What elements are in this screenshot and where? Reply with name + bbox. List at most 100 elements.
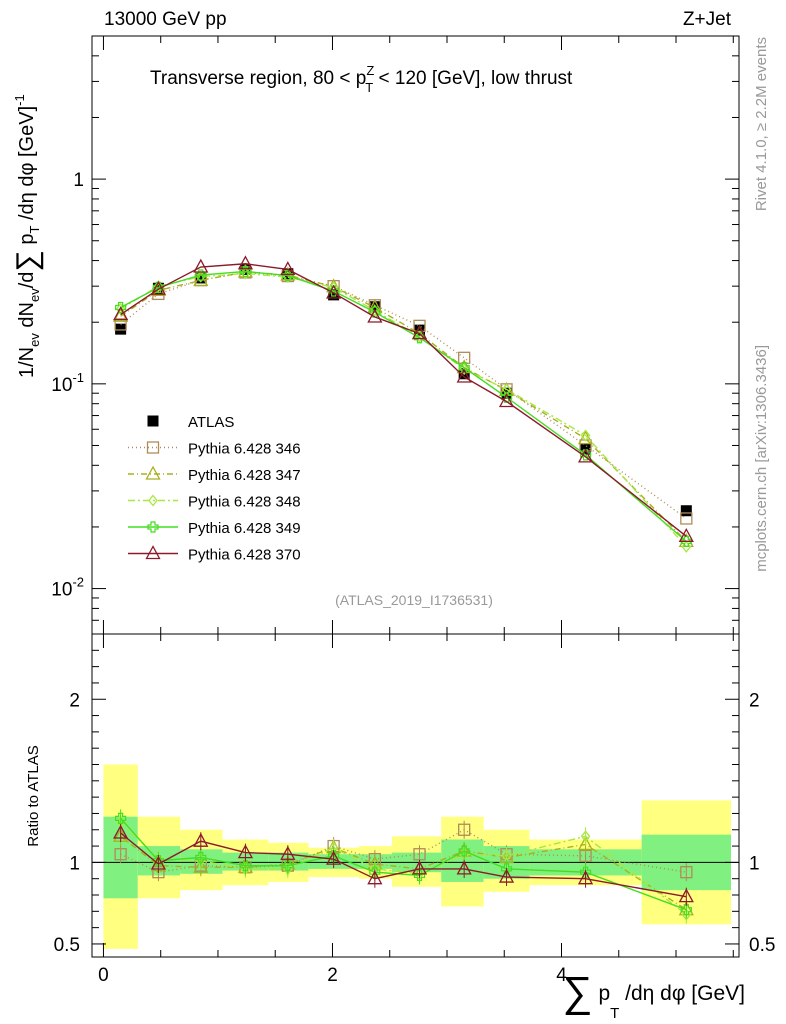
xlabel-sum: ∑ — [563, 968, 593, 1015]
marker-triangle — [193, 272, 209, 287]
ratio-ytick-2-left: 2 — [69, 690, 80, 711]
marker-diamond — [153, 280, 164, 293]
marker-triangle — [145, 465, 161, 480]
marker-square — [680, 512, 693, 525]
legend-entry: Pythia 6.428 348 — [128, 494, 301, 511]
marker-triangle — [577, 448, 594, 463]
marker-square — [195, 272, 207, 284]
marker-triangle — [367, 870, 383, 885]
marker-triangle — [113, 824, 129, 839]
ytick-label-0.01-base: 10 — [51, 580, 72, 601]
ylabel-sum: ∑ — [11, 250, 44, 271]
marker-triangle — [326, 850, 342, 865]
ylabel-d: p — [16, 234, 38, 251]
marker-triangle — [280, 261, 296, 276]
ratio-ylabel: Ratio to ATLAS — [25, 745, 42, 846]
marker-cross — [680, 904, 692, 916]
marker-triangle — [411, 325, 428, 340]
header-left: 13000 GeV pp — [104, 9, 227, 30]
xtick-label-0: 0 — [98, 965, 109, 986]
title-part-b: < 120 [GeV], low thrust — [373, 68, 573, 89]
marker-square — [282, 268, 294, 280]
marker-cross — [239, 265, 252, 278]
ratio-line — [120, 817, 687, 911]
main-ylabel: 1/Nev dNev/d∑ pT /dη dφ [GeV]-1 — [11, 94, 44, 378]
mcplots-label: mcplots.cern.ch [arXiv:1306.3436] — [753, 345, 770, 572]
marker-triangle — [456, 860, 472, 875]
ratio-ytick-1-right: 1 — [749, 853, 760, 874]
marker-square — [413, 848, 426, 861]
marker-triangle — [577, 836, 594, 851]
marker-square — [458, 823, 471, 836]
marker-triangle — [145, 545, 161, 560]
marker-square — [680, 505, 692, 517]
marker-triangle — [193, 858, 209, 873]
ytick-label-0.1-base: 10 — [51, 375, 72, 396]
marker-triangle — [326, 284, 342, 299]
marker-cross — [147, 521, 159, 533]
marker-cross — [195, 269, 207, 281]
legend-label: Pythia 6.428 348 — [188, 494, 301, 511]
marker-triangle — [367, 308, 383, 323]
ytick-label-1: 1 — [73, 170, 84, 191]
marker-triangle — [498, 393, 515, 408]
marker-cross — [239, 860, 252, 872]
marker-triangle — [678, 527, 694, 542]
marker-triangle — [237, 255, 254, 270]
marker-triangle — [237, 844, 254, 859]
marker-cross — [115, 812, 127, 824]
marker-diamond — [459, 363, 470, 376]
marker-cross — [282, 860, 294, 872]
legend-entry: Pythia 6.428 370 — [128, 545, 301, 564]
marker-square — [146, 441, 160, 454]
marker-diamond — [414, 330, 425, 343]
marker-cross — [458, 845, 470, 857]
series-pythia-6-428-370 — [113, 255, 694, 542]
ratio-pythia-6-428-370 — [113, 824, 694, 906]
marker-diamond — [148, 494, 158, 507]
marker-square — [414, 324, 426, 336]
ratio-line — [120, 832, 687, 898]
ytick-label-0.1-exp: -1 — [72, 370, 84, 385]
ytick-label-0.1: 10-1 — [51, 370, 84, 396]
ratio-ytick-2-right: 2 — [749, 690, 760, 711]
main-panel: Transverse region, 80 < pZ T < 120 [GeV],… — [11, 35, 740, 635]
legend-label: Pythia 6.428 346 — [188, 441, 301, 458]
ratio-series — [113, 809, 694, 924]
marker-cross — [195, 851, 207, 864]
marker-diamond — [681, 908, 692, 921]
ytick-label-0.01: 10-2 — [51, 575, 84, 601]
legend-entry: Pythia 6.428 349 — [128, 520, 301, 537]
marker-triangle — [193, 832, 209, 847]
ratio-panel: Ratio to ATLAS 2 1 0.5 2 1 0.5 0 2 4 ∑ p… — [25, 633, 775, 1022]
main-title: Transverse region, 80 < pZ T < 120 [GeV],… — [150, 63, 573, 95]
ylabel-a: 1/N — [16, 347, 38, 378]
marker-cross — [152, 855, 165, 867]
legend-label: Pythia 6.428 347 — [188, 467, 301, 484]
marker-diamond — [580, 830, 591, 843]
ylabel-sup: -1 — [12, 94, 27, 106]
legend-label: Pythia 6.428 370 — [188, 547, 301, 564]
ratio-xlabel: ∑ pT /dη dφ [GeV] — [563, 968, 745, 1022]
ratio-bands — [103, 764, 731, 949]
xtick-label-2: 2 — [327, 965, 338, 986]
ratio-line — [120, 821, 687, 916]
series-line — [120, 271, 687, 542]
legend-entry: Pythia 6.428 346 — [128, 441, 301, 458]
series-pythia-6-428-346 — [114, 266, 693, 525]
marker-triangle — [678, 888, 694, 903]
ratio-ticks — [92, 634, 739, 957]
legend-entry: ATLAS — [147, 414, 234, 431]
legend: ATLAS Pythia 6.428 346 Pythia 6.428 347 Pyt… — [128, 414, 301, 564]
ylabel-e: /dη dφ [GeV] — [16, 106, 38, 226]
marker-diamond — [681, 540, 692, 553]
marker-diamond — [580, 429, 591, 442]
legend-entry: Pythia 6.428 347 — [128, 465, 301, 484]
header-right: Z+Jet — [683, 9, 732, 30]
marker-triangle — [150, 855, 167, 870]
main-ticks — [92, 35, 739, 635]
marker-square — [115, 323, 127, 335]
analysis-watermark: (ATLAS_2019_I1736531) — [335, 592, 493, 608]
legend-label: ATLAS — [188, 414, 234, 431]
marker-square — [680, 866, 693, 879]
